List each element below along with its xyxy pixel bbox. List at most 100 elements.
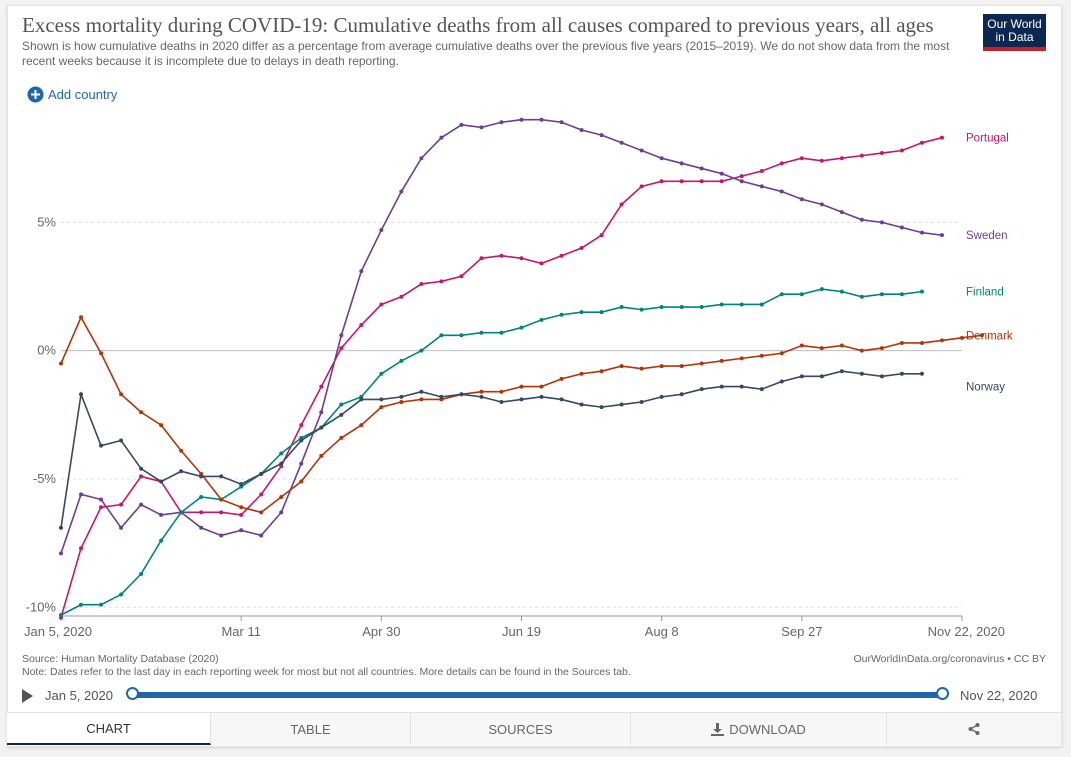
data-point-portugal[interactable] <box>419 281 424 286</box>
data-point-finland[interactable] <box>699 305 704 310</box>
data-point-denmark[interactable] <box>279 494 284 499</box>
data-point-portugal[interactable] <box>379 302 384 307</box>
data-point-denmark[interactable] <box>139 410 144 415</box>
data-point-norway[interactable] <box>919 371 924 376</box>
data-point-portugal[interactable] <box>559 253 564 258</box>
share-button[interactable] <box>887 713 1061 745</box>
data-point-denmark[interactable] <box>679 364 684 369</box>
data-point-sweden[interactable] <box>319 410 324 415</box>
data-point-portugal[interactable] <box>499 253 504 258</box>
data-point-sweden[interactable] <box>739 179 744 184</box>
data-point-norway[interactable] <box>639 399 644 404</box>
data-point-finland[interactable] <box>399 358 404 363</box>
timeline-end-handle[interactable] <box>936 687 949 700</box>
data-point-sweden[interactable] <box>559 120 564 125</box>
data-point-denmark[interactable] <box>719 358 724 363</box>
data-point-norway[interactable] <box>759 387 764 392</box>
data-point-norway[interactable] <box>279 461 284 466</box>
data-point-denmark[interactable] <box>799 343 804 348</box>
data-point-portugal[interactable] <box>699 179 704 184</box>
data-point-portugal[interactable] <box>319 384 324 389</box>
data-point-portugal[interactable] <box>219 510 224 515</box>
data-point-norway[interactable] <box>679 392 684 397</box>
data-point-norway[interactable] <box>79 392 84 397</box>
data-point-portugal[interactable] <box>919 140 924 145</box>
data-point-finland[interactable] <box>779 292 784 297</box>
data-point-finland[interactable] <box>99 602 104 607</box>
data-point-finland[interactable] <box>539 317 544 322</box>
series-label-denmark[interactable]: Denmark <box>966 330 1013 342</box>
data-point-finland[interactable] <box>899 292 904 297</box>
data-point-denmark[interactable] <box>579 371 584 376</box>
data-point-norway[interactable] <box>99 443 104 448</box>
add-country-button[interactable]: Add country <box>27 86 117 103</box>
data-point-finland[interactable] <box>339 402 344 407</box>
data-point-sweden[interactable] <box>699 166 704 171</box>
data-point-norway[interactable] <box>359 397 364 402</box>
data-point-sweden[interactable] <box>339 333 344 338</box>
data-point-portugal[interactable] <box>759 169 764 174</box>
data-point-sweden[interactable] <box>59 551 63 556</box>
data-point-denmark[interactable] <box>659 364 664 369</box>
data-point-finland[interactable] <box>519 325 524 330</box>
series-line-finland[interactable] <box>60 288 923 616</box>
data-point-norway[interactable] <box>139 466 144 471</box>
credit-link[interactable]: OurWorldInData.org/coronavirus • CC BY <box>853 653 1046 665</box>
data-point-denmark[interactable] <box>839 343 844 348</box>
data-point-portugal[interactable] <box>519 256 524 261</box>
data-point-norway[interactable] <box>159 479 164 484</box>
data-point-norway[interactable] <box>399 394 404 399</box>
data-point-norway[interactable] <box>59 525 63 530</box>
data-point-portugal[interactable] <box>79 546 84 551</box>
data-point-denmark[interactable] <box>119 392 124 397</box>
tab-table[interactable]: TABLE <box>211 713 411 745</box>
series-label-finland[interactable]: Finland <box>966 287 1004 299</box>
data-point-denmark[interactable] <box>779 351 784 356</box>
data-point-denmark[interactable] <box>879 346 884 351</box>
data-point-norway[interactable] <box>819 374 824 379</box>
data-point-denmark[interactable] <box>499 389 504 394</box>
data-point-portugal[interactable] <box>739 174 744 179</box>
data-point-sweden[interactable] <box>439 135 444 140</box>
data-point-finland[interactable] <box>839 289 844 294</box>
tab-download[interactable]: DOWNLOAD <box>631 713 887 745</box>
data-point-norway[interactable] <box>659 394 664 399</box>
data-point-denmark[interactable] <box>539 384 544 389</box>
data-point-portugal[interactable] <box>939 135 944 140</box>
data-point-finland[interactable] <box>119 592 124 597</box>
data-point-denmark[interactable] <box>79 315 84 320</box>
data-point-sweden[interactable] <box>799 197 804 202</box>
data-point-finland[interactable] <box>139 571 144 576</box>
data-point-sweden[interactable] <box>379 228 384 233</box>
data-point-norway[interactable] <box>879 374 884 379</box>
data-point-sweden[interactable] <box>899 225 904 230</box>
data-point-portugal[interactable] <box>819 158 824 163</box>
data-point-sweden[interactable] <box>479 125 484 130</box>
data-point-finland[interactable] <box>439 333 444 338</box>
data-point-norway[interactable] <box>459 392 464 397</box>
data-point-finland[interactable] <box>159 538 164 543</box>
timeline-slider[interactable]: Jan 5, 2020 Nov 22, 2020 <box>22 686 1052 706</box>
data-point-denmark[interactable] <box>419 397 424 402</box>
data-point-norway[interactable] <box>579 402 584 407</box>
data-point-finland[interactable] <box>379 371 384 376</box>
data-point-finland[interactable] <box>879 292 884 297</box>
data-point-norway[interactable] <box>259 471 264 476</box>
data-point-finland[interactable] <box>659 305 664 310</box>
tab-chart[interactable]: CHART <box>7 713 211 745</box>
data-point-denmark[interactable] <box>960 335 964 340</box>
data-point-denmark[interactable] <box>259 510 264 515</box>
owid-logo[interactable]: Our World in Data <box>983 14 1046 51</box>
data-point-denmark[interactable] <box>559 376 564 381</box>
data-point-norway[interactable] <box>419 389 424 394</box>
data-point-sweden[interactable] <box>139 502 144 507</box>
data-point-norway[interactable] <box>559 397 564 402</box>
data-point-sweden[interactable] <box>659 156 664 161</box>
data-point-sweden[interactable] <box>619 140 624 145</box>
data-point-denmark[interactable] <box>339 435 344 440</box>
data-point-sweden[interactable] <box>919 230 924 235</box>
data-point-norway[interactable] <box>519 397 524 402</box>
data-point-finland[interactable] <box>759 302 764 307</box>
data-point-sweden[interactable] <box>519 117 524 122</box>
data-point-denmark[interactable] <box>819 346 824 351</box>
